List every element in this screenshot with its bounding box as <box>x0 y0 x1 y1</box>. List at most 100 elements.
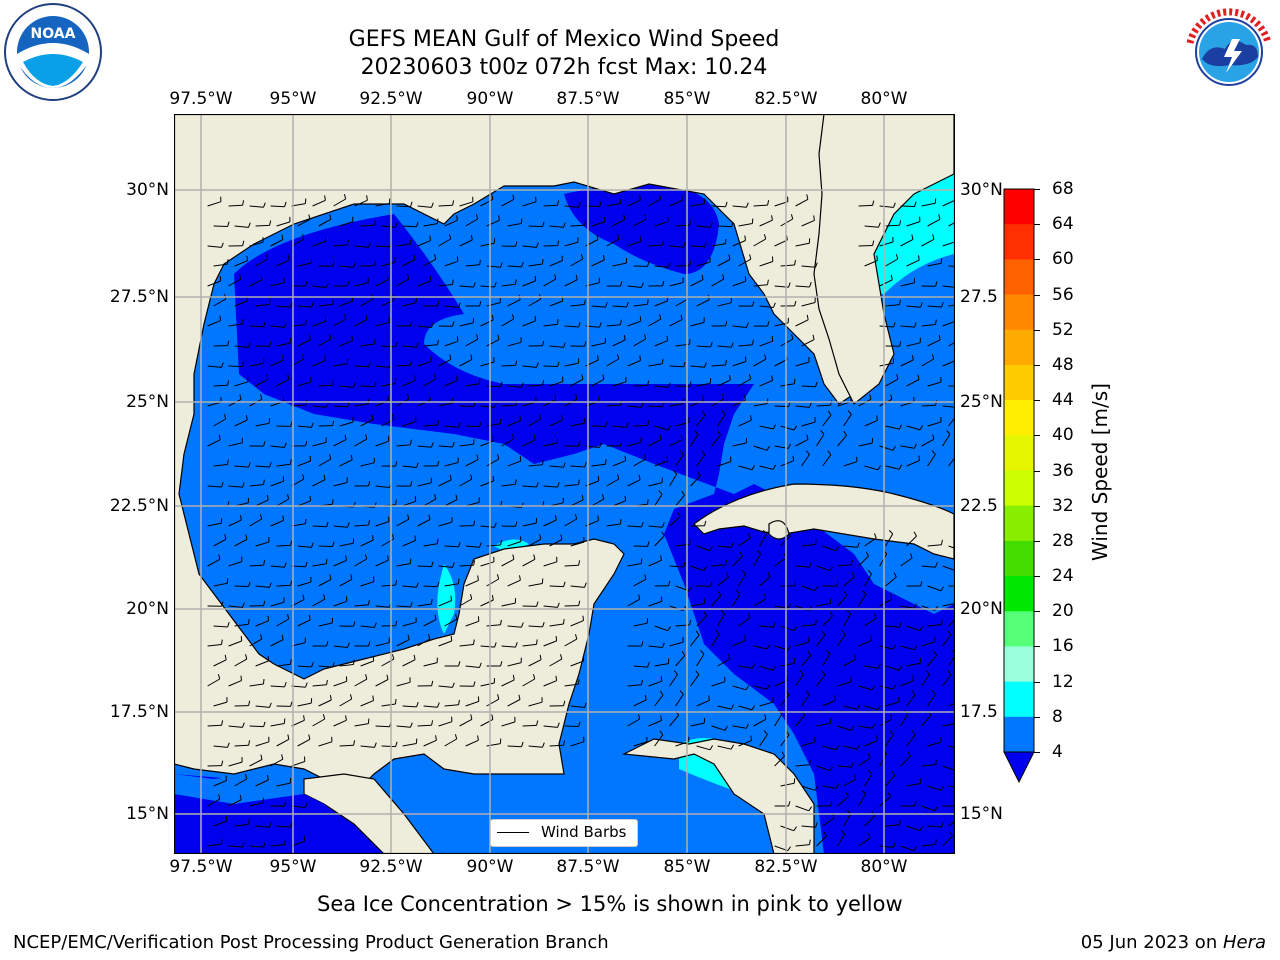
wind-barb-staff <box>759 219 773 227</box>
wind-barb-feather <box>637 714 641 720</box>
colorbar-segment <box>1004 576 1034 612</box>
wind-barb-feather <box>793 425 798 431</box>
wind-barb-staff <box>801 624 816 627</box>
wind-barb-feather <box>681 651 686 656</box>
wind-barb-staff <box>291 685 306 688</box>
wind-barb-feather <box>623 334 626 340</box>
wind-barb-feather <box>305 802 308 808</box>
wind-barb-feather <box>557 482 560 488</box>
wind-barb-staff <box>822 745 837 751</box>
wind-barb-staff <box>360 625 375 628</box>
wind-barb-feather <box>260 394 263 400</box>
wind-barb-staff <box>297 305 312 308</box>
wind-barb-staff <box>711 595 722 607</box>
wind-barb-staff <box>759 340 773 347</box>
wind-barb-staff <box>612 339 626 347</box>
wind-barb-staff <box>801 785 816 791</box>
wind-barb-staff <box>402 225 417 228</box>
wind-barb-staff <box>549 225 564 228</box>
wind-barb-feather <box>538 414 542 420</box>
wind-barb-feather <box>599 322 602 328</box>
wind-barb-staff <box>669 403 684 407</box>
wind-barb-staff <box>633 665 648 668</box>
wind-barb-feather <box>372 695 374 701</box>
wind-barb-feather <box>456 375 458 381</box>
wind-barb-staff <box>864 573 873 587</box>
wind-barb-feather <box>793 626 798 631</box>
wind-barb-feather <box>751 663 755 669</box>
wind-barb-staff <box>270 758 284 767</box>
wind-barb-feather <box>909 553 913 559</box>
wind-barb-staff <box>696 261 711 267</box>
wind-barb-staff <box>270 639 284 647</box>
wind-barb-feather <box>345 555 347 561</box>
wind-barb-staff <box>780 460 794 467</box>
wind-barb-feather <box>242 319 244 325</box>
wind-barb-staff <box>501 318 514 327</box>
wind-barb-feather <box>899 622 902 628</box>
wind-barb-feather <box>395 741 398 747</box>
wind-barb-staff <box>207 280 221 287</box>
wind-barb-feather <box>242 602 245 608</box>
wind-barb-staff <box>822 785 837 789</box>
wind-barb-staff <box>423 498 437 507</box>
wind-barb-staff <box>654 460 668 467</box>
wind-barb-staff <box>690 279 704 287</box>
wind-barb-staff <box>486 423 501 427</box>
wind-barb-staff <box>654 663 669 667</box>
wind-barb-feather <box>332 499 334 505</box>
wind-barb-staff <box>360 539 374 547</box>
wind-barb-staff <box>690 674 700 687</box>
wind-barb-staff <box>864 705 879 711</box>
wind-barb-staff <box>858 757 871 767</box>
wind-barb-feather <box>344 314 347 320</box>
wind-barb-feather <box>911 234 914 240</box>
wind-barb-staff <box>921 202 936 207</box>
wind-barb-feather <box>720 610 726 615</box>
wind-barb-feather <box>794 300 797 307</box>
wind-barb-feather <box>536 720 539 726</box>
wind-barb-staff <box>717 576 729 587</box>
wind-barb-staff <box>675 454 685 467</box>
wind-barb-staff <box>486 385 501 388</box>
wind-barb-staff <box>423 344 438 347</box>
wind-barb-staff <box>249 241 264 247</box>
wind-barb-feather <box>673 670 678 675</box>
wind-barb-feather <box>715 630 720 635</box>
wind-barb-staff <box>927 694 936 707</box>
wind-barb-staff <box>780 734 790 747</box>
wind-barb-feather <box>500 619 502 625</box>
wind-barb-staff <box>228 680 242 687</box>
wind-barb-staff <box>906 625 920 632</box>
wind-barb-staff <box>570 705 585 708</box>
wind-barb-feather <box>387 555 389 561</box>
wind-barb-staff <box>627 441 642 447</box>
wind-barb-staff <box>207 320 221 327</box>
wind-barb-feather <box>266 254 269 260</box>
wind-barb-feather <box>242 240 245 246</box>
wind-barb-feather <box>602 255 605 261</box>
wind-barb-feather <box>346 358 349 364</box>
wind-barb-staff <box>402 659 416 667</box>
wind-barb-feather <box>748 533 751 539</box>
wind-barb-feather <box>851 572 855 578</box>
colorbar-tick: 68 <box>1052 179 1074 199</box>
wind-barb-feather <box>308 734 311 740</box>
wind-barb-feather <box>626 422 629 428</box>
wind-barb-feather <box>473 282 476 288</box>
wind-barb-staff <box>354 403 369 407</box>
wind-barb-feather <box>599 201 602 207</box>
wind-barb-staff <box>759 665 774 671</box>
wind-barb-feather <box>221 639 223 645</box>
wind-barb-feather <box>395 580 398 586</box>
wind-barb-feather <box>325 558 328 564</box>
wind-barb-staff <box>417 205 432 208</box>
colorbar-tick-mark <box>1034 540 1040 542</box>
wind-barb-feather <box>470 714 473 720</box>
wind-barb-staff <box>549 260 563 267</box>
wind-barb-feather <box>536 639 538 645</box>
wind-barb-feather <box>242 361 245 367</box>
wind-barb-staff <box>438 238 451 247</box>
wind-barb-feather <box>935 319 937 325</box>
wind-barb-staff <box>228 640 242 647</box>
